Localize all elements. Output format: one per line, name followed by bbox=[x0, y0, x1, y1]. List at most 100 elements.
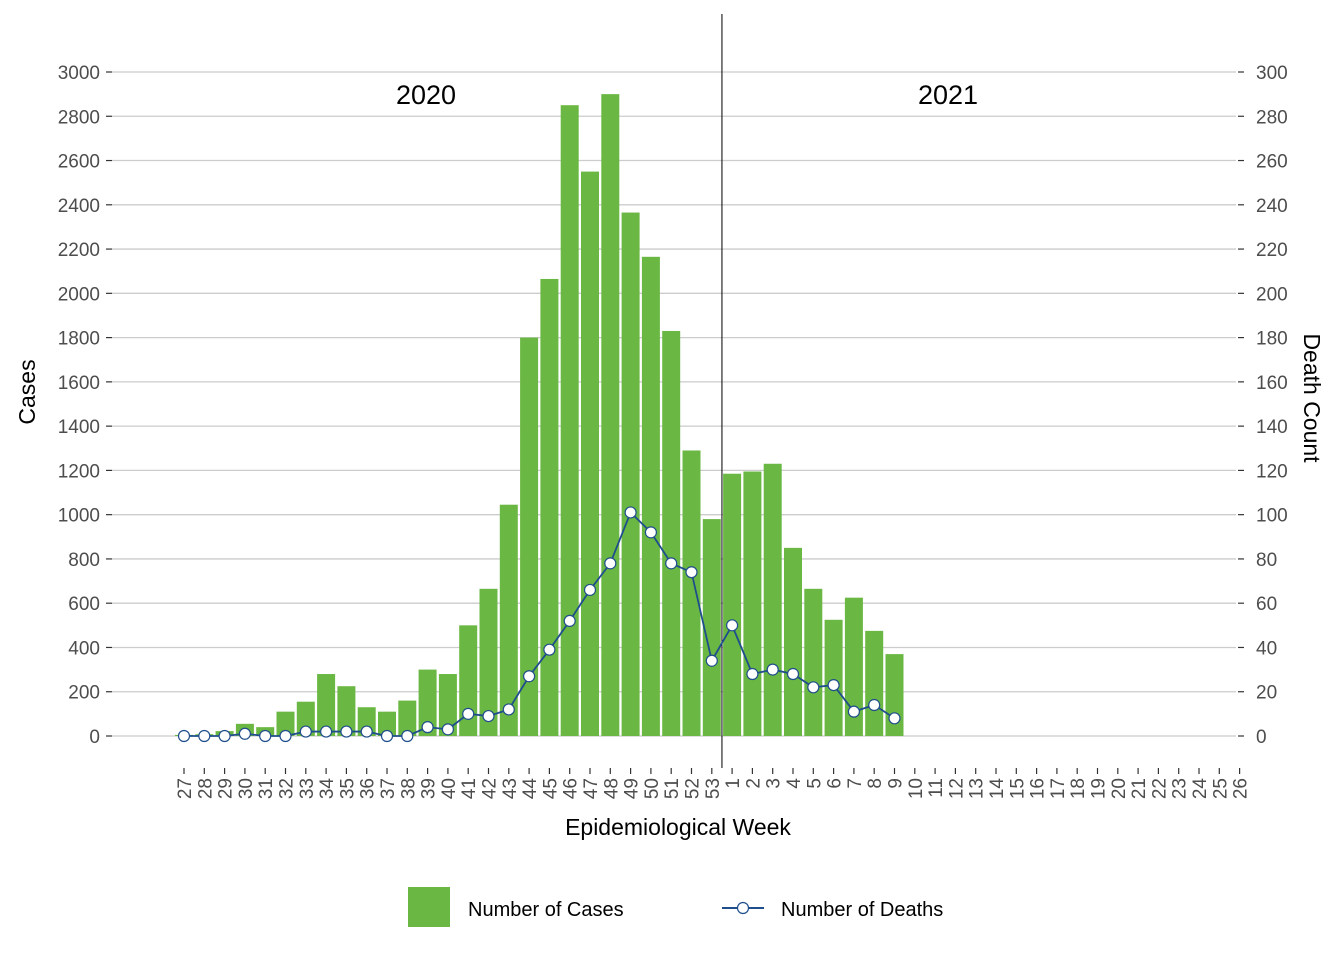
death-point-week-9-35 bbox=[888, 712, 901, 725]
bar-week-7-33 bbox=[844, 597, 863, 736]
left-tick-label-2800: 2800 bbox=[58, 107, 100, 128]
bar-week-2-28 bbox=[743, 471, 762, 736]
death-point-week-46-19 bbox=[563, 614, 576, 628]
y-axis-title-left: Cases bbox=[14, 359, 40, 424]
death-point-week-44-17 bbox=[522, 670, 536, 683]
y-axis-title-right: Death Count bbox=[1299, 333, 1325, 463]
x-tick-label-32-5: 32 bbox=[277, 778, 298, 799]
x-tick-label-24-50: 24 bbox=[1190, 778, 1211, 800]
right-tick-label-80: 80 bbox=[1256, 550, 1277, 571]
death-point-week-7-33 bbox=[847, 705, 861, 718]
bar-week-32-5 bbox=[276, 711, 295, 736]
right-tick-label-40: 40 bbox=[1256, 638, 1277, 659]
left-tick-label-600: 600 bbox=[68, 594, 100, 615]
legend: Number of Cases Number of Deaths bbox=[408, 887, 943, 927]
x-tick-label-17-43: 17 bbox=[1048, 778, 1069, 799]
cases-bars bbox=[175, 94, 904, 737]
death-point-week-37-10 bbox=[380, 729, 394, 743]
bar-week-38-11 bbox=[398, 700, 417, 736]
death-point-week-53-26 bbox=[705, 654, 718, 667]
death-point-week-29-2 bbox=[218, 729, 231, 743]
bar-week-34-7 bbox=[317, 674, 336, 736]
death-point-week-47-20 bbox=[583, 583, 597, 597]
x-tick-label-31-4: 31 bbox=[256, 778, 277, 799]
death-point-week-50-23 bbox=[644, 526, 658, 539]
right-tick-label-240: 240 bbox=[1256, 196, 1288, 217]
death-point-week-31-4 bbox=[259, 729, 272, 743]
bar-week-45-18 bbox=[540, 278, 559, 736]
bar-week-8-34 bbox=[865, 630, 884, 736]
left-tick-label-1000: 1000 bbox=[58, 506, 100, 527]
x-tick-label-27-0: 27 bbox=[175, 778, 196, 799]
bar-week-50-23 bbox=[641, 256, 660, 736]
x-tick-label-45-18: 45 bbox=[540, 778, 561, 799]
left-tick-label-2000: 2000 bbox=[58, 284, 100, 305]
x-tick-label-38-11: 38 bbox=[398, 778, 419, 799]
bar-week-4-30 bbox=[784, 547, 802, 736]
x-tick-label-16-42: 16 bbox=[1028, 778, 1049, 799]
x-tick-label-33-6: 33 bbox=[297, 778, 318, 799]
x-tick-label-2-28: 2 bbox=[743, 778, 764, 789]
bar-week-52-25 bbox=[682, 450, 701, 736]
death-point-week-30-3 bbox=[238, 727, 251, 740]
right-tick-label-0: 0 bbox=[1256, 727, 1267, 748]
bar-week-43-16 bbox=[499, 504, 518, 736]
right-tick-label-200: 200 bbox=[1256, 284, 1288, 305]
right-tick-label-280: 280 bbox=[1256, 107, 1288, 128]
x-tick-label-49-22: 49 bbox=[622, 778, 643, 799]
x-tick-label-29-2: 29 bbox=[216, 778, 237, 799]
x-tick-label-26-52: 26 bbox=[1231, 778, 1252, 799]
right-tick-label-300: 300 bbox=[1256, 63, 1288, 84]
bar-week-44-17 bbox=[520, 337, 539, 736]
x-tick-label-30-3: 30 bbox=[236, 778, 257, 799]
x-tick-label-12-38: 12 bbox=[946, 778, 967, 799]
right-tick-label-120: 120 bbox=[1256, 461, 1288, 482]
bar-week-42-15 bbox=[479, 588, 498, 736]
death-point-week-39-12 bbox=[421, 721, 434, 734]
death-point-week-45-18 bbox=[543, 643, 556, 656]
left-tick-label-0: 0 bbox=[89, 727, 100, 748]
death-point-week-43-16 bbox=[502, 703, 515, 716]
x-tick-label-43-16: 43 bbox=[500, 778, 521, 799]
bar-week-1-27 bbox=[723, 473, 742, 736]
bar-week-49-22 bbox=[621, 212, 640, 737]
left-axis: 0 200 400 600 800 1000 1200 1400 1600 1800 2000 220… bbox=[58, 63, 112, 748]
death-point-week-51-24 bbox=[665, 557, 678, 570]
x-tick-label-10-36: 10 bbox=[906, 778, 927, 799]
bar-week-48-21 bbox=[601, 94, 620, 737]
death-point-week-48-21 bbox=[604, 557, 617, 570]
bar-week-33-6 bbox=[296, 701, 315, 736]
x-tick-label-46-19: 46 bbox=[561, 778, 582, 799]
legend-item-deaths: Number of Deaths bbox=[722, 899, 943, 921]
bar-week-53-26 bbox=[702, 519, 721, 736]
x-tick-label-42-15: 42 bbox=[480, 778, 501, 799]
bar-week-35-8 bbox=[337, 686, 356, 736]
death-point-week-27-0 bbox=[177, 729, 191, 743]
x-tick-label-3-29: 3 bbox=[764, 778, 785, 789]
x-tick-label-23-49: 23 bbox=[1170, 778, 1191, 799]
left-tick-label-2400: 2400 bbox=[58, 196, 100, 217]
left-tick-label-400: 400 bbox=[68, 638, 100, 659]
bar-week-37-10 bbox=[378, 711, 396, 736]
death-point-week-5-31 bbox=[807, 681, 820, 694]
left-tick-label-2600: 2600 bbox=[58, 152, 100, 173]
left-tick-label-1600: 1600 bbox=[58, 373, 100, 394]
x-tick-label-6-32: 6 bbox=[825, 778, 846, 789]
deaths-line-series bbox=[177, 506, 901, 743]
death-point-week-28-1 bbox=[198, 729, 211, 743]
right-tick-label-60: 60 bbox=[1256, 594, 1277, 615]
bar-week-39-12 bbox=[418, 669, 437, 736]
right-tick-label-260: 260 bbox=[1256, 152, 1288, 173]
x-tick-label-25-51: 25 bbox=[1210, 778, 1231, 799]
x-tick-label-50-23: 50 bbox=[642, 778, 663, 799]
x-tick-label-35-8: 35 bbox=[337, 778, 358, 799]
x-tick-label-48-21: 48 bbox=[601, 778, 622, 799]
x-tick-label-18-44: 18 bbox=[1068, 778, 1089, 799]
death-point-week-6-32 bbox=[827, 678, 840, 692]
legend-marker-deaths bbox=[736, 901, 750, 915]
x-tick-label-11-37: 11 bbox=[926, 778, 947, 798]
x-axis: 27 28 29 30 31 32 33 34 35 36 37 38 39 40 41 42 43 44 45 46… bbox=[175, 768, 1252, 799]
x-tick-label-52-25: 52 bbox=[683, 778, 704, 799]
x-tick-label-8-34: 8 bbox=[865, 778, 886, 789]
right-axis: 0 20 40 60 80 100 120 140 160 180 200 220 240 260 280 3… bbox=[1238, 63, 1288, 748]
